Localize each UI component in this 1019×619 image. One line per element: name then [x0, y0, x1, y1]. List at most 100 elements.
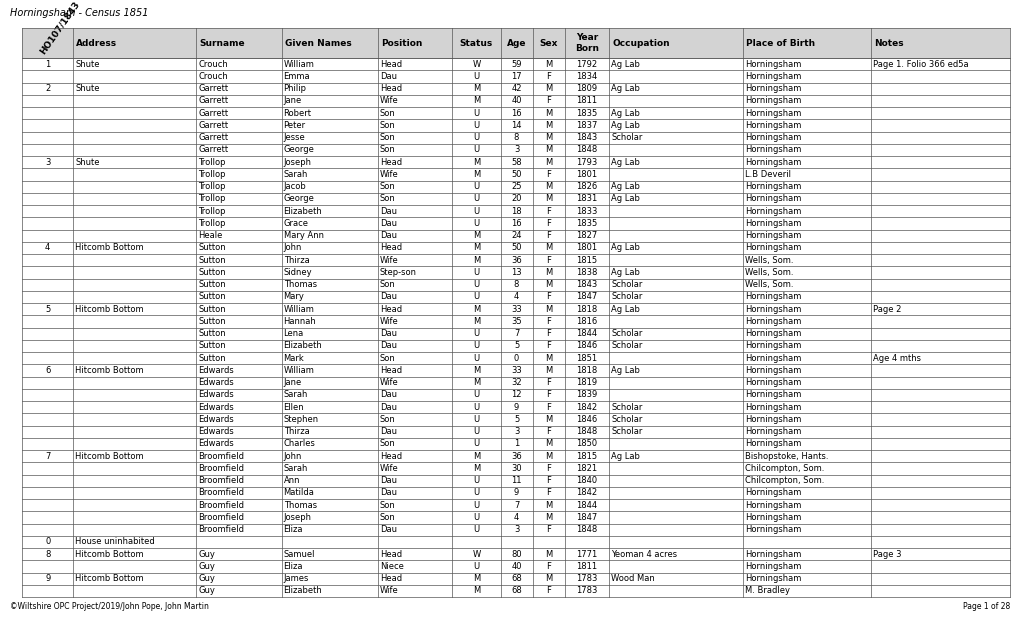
Text: Garrett: Garrett	[198, 97, 228, 105]
Text: Sutton: Sutton	[198, 243, 225, 253]
Text: Surname: Surname	[199, 38, 245, 48]
Text: Son: Son	[379, 108, 395, 118]
Text: 2: 2	[45, 84, 50, 93]
Text: Dau: Dau	[379, 231, 396, 240]
Text: W: W	[472, 550, 480, 558]
Text: Head: Head	[379, 84, 401, 93]
Text: Shute: Shute	[75, 158, 100, 167]
Text: Horningsham: Horningsham	[744, 353, 801, 363]
Text: 50: 50	[511, 170, 522, 179]
Text: 1840: 1840	[576, 476, 597, 485]
Text: Son: Son	[379, 121, 395, 130]
Text: Ag Lab: Ag Lab	[610, 268, 640, 277]
Bar	[22, 475, 1009, 487]
Text: 1838: 1838	[576, 268, 597, 277]
Text: 1811: 1811	[576, 97, 597, 105]
Bar	[22, 58, 1009, 70]
Text: U: U	[473, 194, 479, 204]
Text: Horningsham: Horningsham	[744, 84, 801, 93]
Text: Step-son: Step-son	[379, 268, 417, 277]
Text: Head: Head	[379, 243, 401, 253]
Bar	[22, 438, 1009, 450]
Text: Page 2: Page 2	[872, 305, 901, 314]
Text: Dau: Dau	[379, 525, 396, 534]
Text: Guy: Guy	[198, 586, 215, 595]
Text: 3: 3	[514, 145, 519, 154]
Text: Sex: Sex	[539, 38, 557, 48]
Text: F: F	[545, 427, 550, 436]
Text: U: U	[473, 133, 479, 142]
Text: Wife: Wife	[379, 256, 398, 265]
Text: M: M	[544, 182, 551, 191]
Text: Elizabeth: Elizabeth	[283, 586, 322, 595]
Text: Hitcomb Bottom: Hitcomb Bottom	[75, 452, 144, 461]
Text: Heale: Heale	[198, 231, 222, 240]
Text: Dau: Dau	[379, 488, 396, 498]
Text: Broomfield: Broomfield	[198, 501, 244, 509]
Text: F: F	[545, 562, 550, 571]
Bar	[22, 181, 1009, 193]
Text: 18: 18	[511, 207, 522, 215]
Text: Jacob: Jacob	[283, 182, 306, 191]
Text: 1835: 1835	[576, 219, 597, 228]
Text: Wife: Wife	[379, 586, 398, 595]
Text: Jesse: Jesse	[283, 133, 305, 142]
Text: 1833: 1833	[576, 207, 597, 215]
Text: U: U	[473, 280, 479, 289]
Bar	[22, 156, 1009, 168]
Text: 1801: 1801	[576, 170, 597, 179]
Text: William: William	[283, 59, 314, 69]
Text: Horningsham: Horningsham	[744, 158, 801, 167]
Text: Son: Son	[379, 280, 395, 289]
Bar	[22, 266, 1009, 279]
Text: Sarah: Sarah	[283, 391, 308, 399]
Text: Trollop: Trollop	[198, 170, 225, 179]
Text: 1848: 1848	[576, 427, 597, 436]
Text: Ag Lab: Ag Lab	[610, 108, 640, 118]
Text: M: M	[473, 586, 480, 595]
Text: William: William	[283, 366, 314, 375]
Text: M: M	[544, 550, 551, 558]
Text: Son: Son	[379, 145, 395, 154]
Text: F: F	[545, 97, 550, 105]
Text: Scholar: Scholar	[610, 415, 642, 424]
Text: Dau: Dau	[379, 207, 396, 215]
Text: 1: 1	[514, 439, 519, 448]
Text: Horningsham: Horningsham	[744, 402, 801, 412]
Text: M: M	[473, 378, 480, 387]
Text: Year
Born: Year Born	[575, 33, 598, 53]
Text: W: W	[472, 59, 480, 69]
Text: Hitcomb Bottom: Hitcomb Bottom	[75, 305, 144, 314]
Text: F: F	[545, 329, 550, 338]
Text: 1: 1	[45, 59, 50, 69]
Text: Head: Head	[379, 452, 401, 461]
Text: Eliza: Eliza	[283, 562, 303, 571]
Text: 1839: 1839	[576, 391, 597, 399]
Text: Garrett: Garrett	[198, 133, 228, 142]
Text: M: M	[473, 231, 480, 240]
Text: Page 3: Page 3	[872, 550, 901, 558]
Text: 1819: 1819	[576, 378, 597, 387]
Bar	[22, 376, 1009, 389]
Text: U: U	[473, 488, 479, 498]
Text: Head: Head	[379, 158, 401, 167]
Text: Horningsham: Horningsham	[744, 219, 801, 228]
Text: Sarah: Sarah	[283, 464, 308, 473]
Bar	[22, 536, 1009, 548]
Text: Son: Son	[379, 439, 395, 448]
Text: 4: 4	[514, 292, 519, 301]
Text: Dau: Dau	[379, 402, 396, 412]
Bar	[22, 144, 1009, 156]
Text: James: James	[283, 574, 309, 583]
Text: Head: Head	[379, 366, 401, 375]
Text: M: M	[544, 574, 551, 583]
Text: Horningsham: Horningsham	[744, 574, 801, 583]
Bar	[22, 82, 1009, 95]
Text: Mary Ann: Mary Ann	[283, 231, 323, 240]
Text: Head: Head	[379, 305, 401, 314]
Text: Horningsham: Horningsham	[744, 427, 801, 436]
Bar	[22, 315, 1009, 327]
Text: 1783: 1783	[576, 574, 597, 583]
Text: George: George	[283, 194, 314, 204]
Text: U: U	[473, 108, 479, 118]
